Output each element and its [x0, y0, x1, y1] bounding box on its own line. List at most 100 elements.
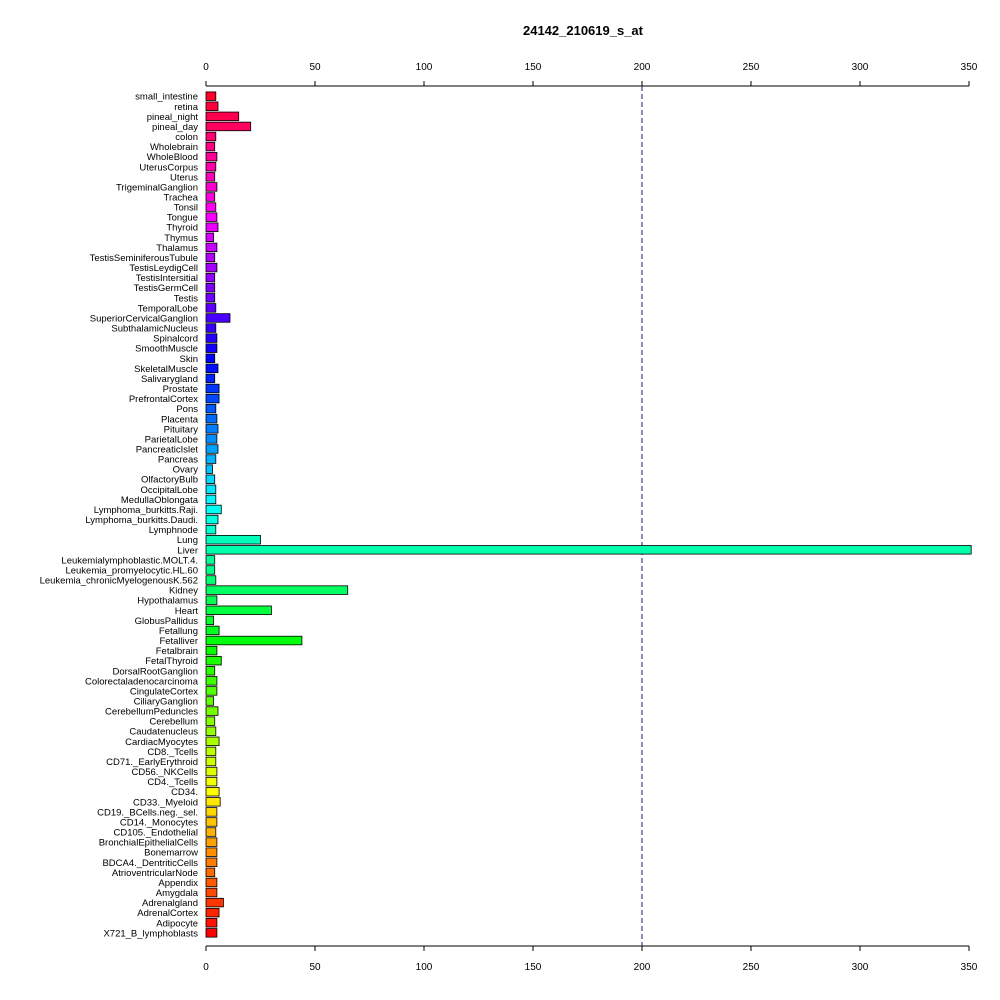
category-label: UterusCorpus: [139, 162, 198, 173]
category-label: Tongue: [167, 213, 198, 224]
category-label: Placenta: [161, 414, 199, 425]
category-label: Spinalcord: [153, 334, 198, 345]
category-label: pineal_night: [147, 112, 199, 123]
category-label: BDCA4._DentriticCells: [102, 858, 198, 869]
category-label: Colorectaladenocarcinoma: [85, 676, 199, 687]
bar: [205, 464, 213, 474]
category-label: MedullaOblongata: [121, 495, 199, 506]
category-label: CardiacMyocytes: [125, 737, 198, 748]
category-label: CD14._Monocytes: [120, 817, 198, 828]
bar: [205, 343, 218, 353]
bar: [205, 383, 220, 394]
category-label: CD4._Tcells: [147, 777, 198, 788]
bar: [205, 414, 218, 424]
category-label: Caudatenucleus: [129, 727, 198, 738]
bottom-tick-label: 300: [852, 962, 869, 973]
category-label: Leukemialymphoblastic.MOLT.4.: [61, 555, 198, 566]
category-label: Lymphoma_burkitts.Daudi.: [85, 515, 198, 526]
category-label: Salivarygland: [141, 374, 198, 385]
bottom-tick-label: 250: [743, 962, 760, 973]
category-label: Thymus: [164, 233, 198, 244]
bar: [205, 524, 217, 535]
category-label: Fetalbrain: [156, 646, 198, 657]
category-label: colon: [175, 132, 198, 143]
category-label: Leukemia_promyelocytic.HL.60: [65, 565, 198, 576]
category-label: AtrioventricularNode: [112, 868, 198, 879]
bar: [205, 746, 217, 757]
bar: [205, 252, 216, 263]
category-label: Fetalliver: [159, 636, 198, 647]
bar: [205, 293, 216, 303]
bar: [205, 676, 218, 686]
category-label: retina: [174, 102, 198, 113]
bar: [205, 797, 221, 807]
bar: [205, 837, 218, 847]
category-label: PancreaticIslet: [136, 445, 199, 456]
bar: [205, 907, 220, 918]
bar: [205, 545, 972, 555]
category-label: DorsalRootGanglion: [112, 666, 198, 677]
bar: [205, 776, 218, 787]
category-label: SkeletalMuscle: [134, 364, 198, 375]
bar: [205, 605, 272, 615]
bar: [205, 313, 231, 323]
bar: [205, 323, 217, 333]
category-label: CerebellumPeduncles: [105, 707, 198, 718]
top-tick-label: 0: [203, 62, 209, 73]
category-label: TestisGermCell: [134, 283, 198, 294]
bar: [205, 897, 224, 908]
category-label: Wholebrain: [150, 142, 198, 153]
bar: [205, 575, 217, 585]
bottom-tick-label: 100: [416, 962, 433, 973]
category-label: PrefrontalCortex: [129, 394, 198, 405]
bar: [205, 141, 216, 152]
category-label: OlfactoryBulb: [141, 475, 198, 486]
bar: [205, 373, 216, 384]
top-tick-label: 250: [743, 62, 760, 73]
top-tick-label: 350: [961, 62, 978, 73]
bar: [205, 847, 218, 857]
bar: [205, 444, 219, 454]
bar: [205, 424, 219, 434]
bar: [205, 151, 218, 162]
bar: [205, 565, 216, 575]
bottom-tick-label: 200: [634, 962, 651, 973]
category-label: Pancreas: [158, 455, 198, 466]
bar: [205, 595, 218, 605]
category-label: pineal_day: [152, 122, 198, 133]
bottom-tick-label: 350: [961, 962, 978, 973]
bar: [205, 403, 217, 414]
category-label: Lymphnode: [149, 525, 198, 536]
category-label: X721_B_lymphoblasts: [103, 928, 198, 939]
bar: [205, 434, 218, 444]
bar: [205, 131, 217, 142]
bar: [205, 706, 219, 716]
category-label: Lymphoma_burkitts.Raji.: [94, 505, 198, 516]
bar: [205, 111, 240, 122]
bar: [205, 756, 217, 767]
bar: [205, 272, 216, 283]
bar: [205, 192, 216, 202]
category-labels-group: small_intestineretinapineal_nightpineal_…: [40, 92, 199, 940]
bar: [205, 202, 217, 212]
category-label: Pons: [176, 404, 198, 415]
bar: [205, 303, 217, 313]
category-label: AdrenalCortex: [137, 908, 198, 919]
bar: [205, 494, 217, 505]
category-label: Thyroid: [166, 223, 198, 234]
bar: [205, 817, 218, 827]
bar: [205, 393, 220, 404]
category-label: Trachea: [164, 193, 199, 204]
bar: [205, 484, 217, 495]
top-tick-label: 300: [852, 62, 869, 73]
bottom-tick-label: 0: [203, 962, 209, 973]
category-label: CD8._Tcells: [147, 747, 198, 758]
category-label: CD33._Myeloid: [133, 797, 198, 808]
bar: [205, 615, 215, 626]
bar: [205, 172, 216, 182]
bar: [205, 504, 222, 515]
category-label: CD71._EarlyErythroid: [106, 757, 198, 768]
bar: [205, 625, 220, 636]
bar: [205, 514, 219, 525]
bar: [205, 212, 218, 222]
